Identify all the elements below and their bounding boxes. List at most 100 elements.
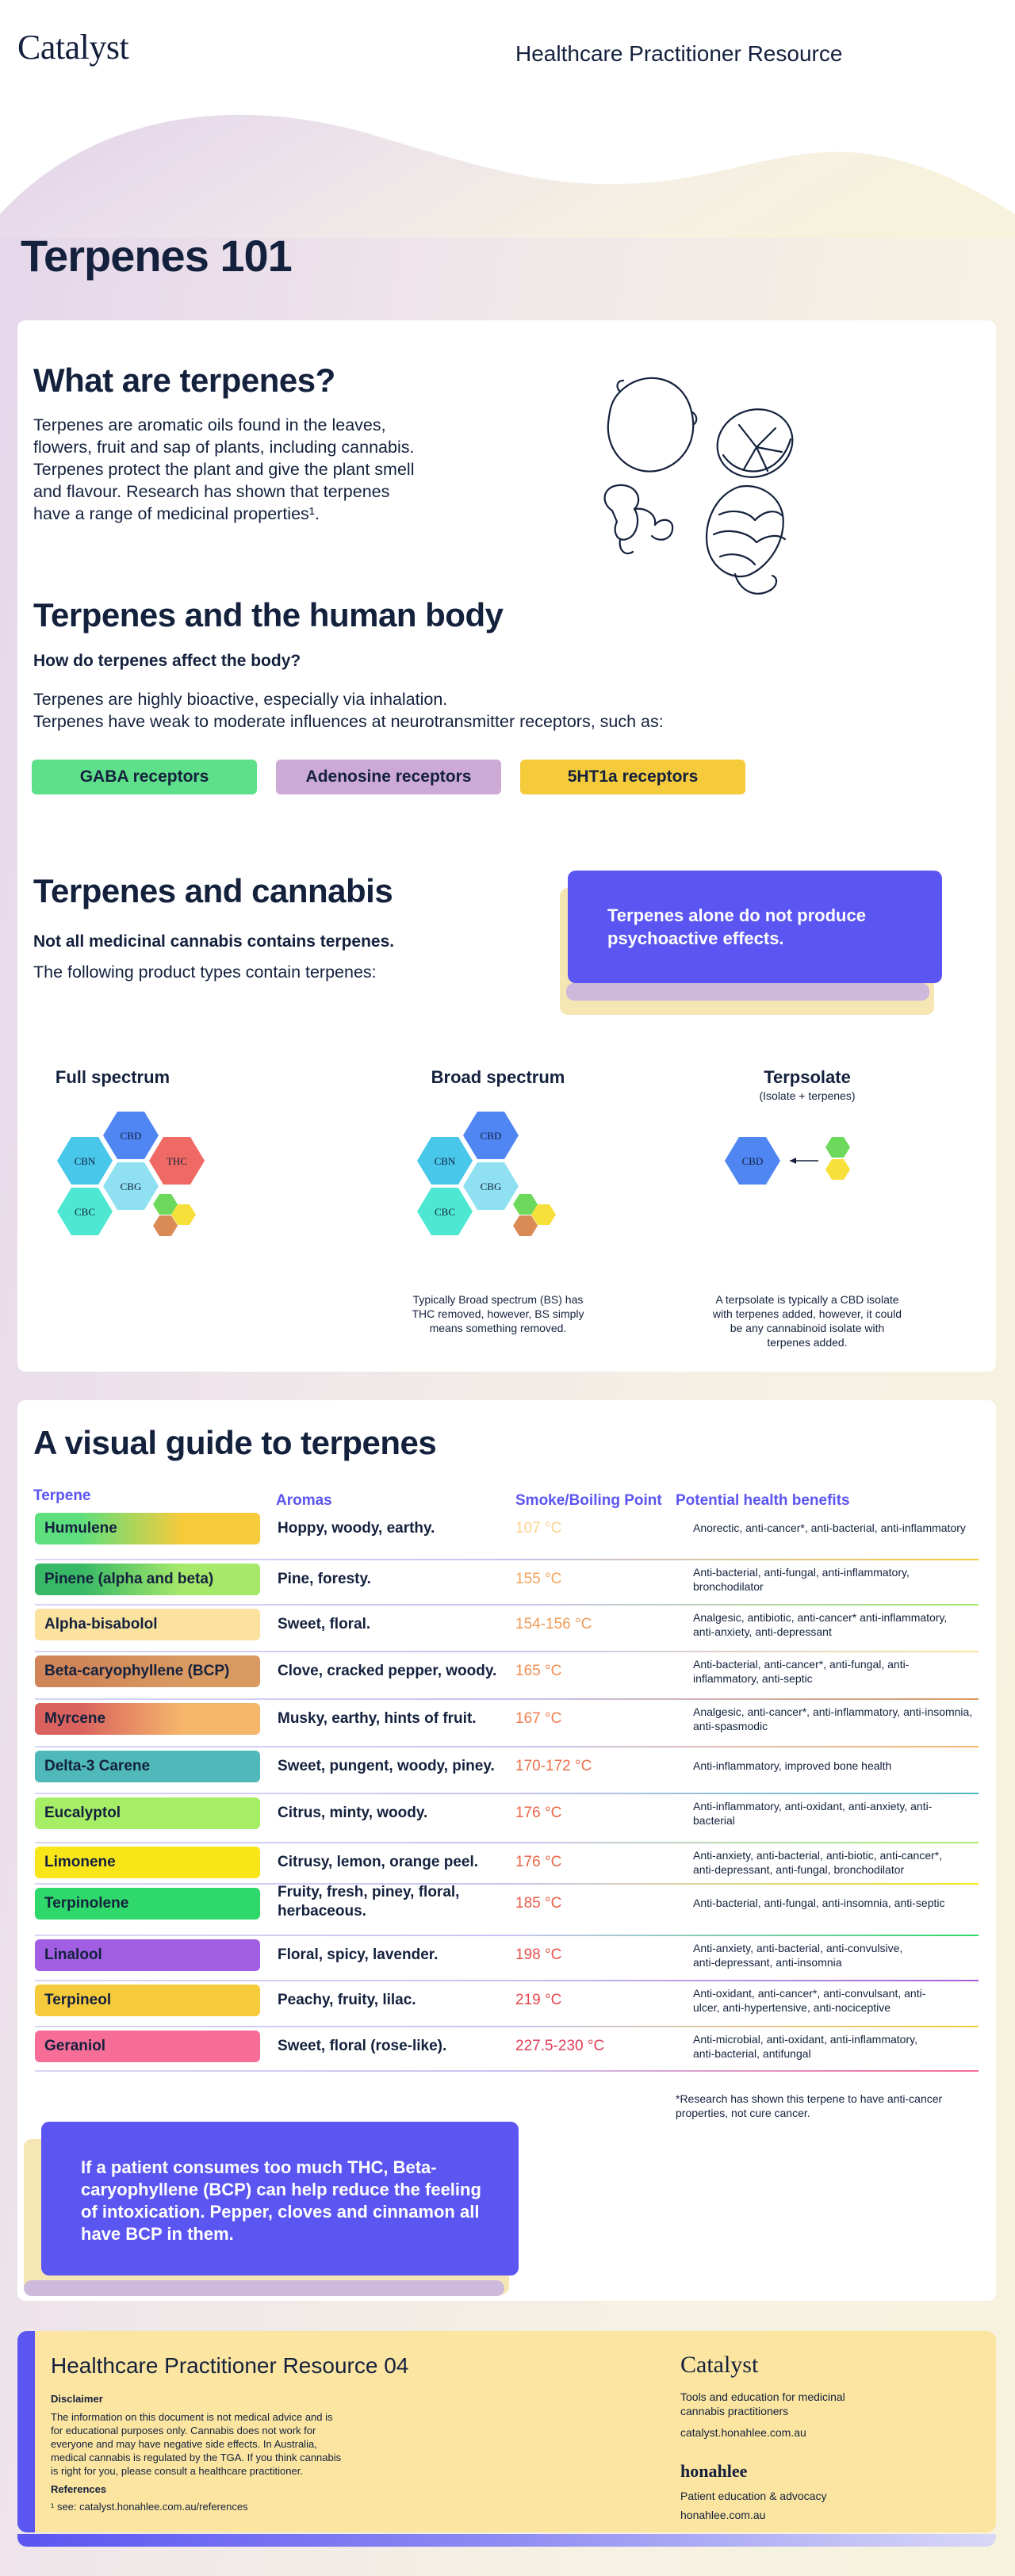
note-line: terpenes added.	[767, 1336, 848, 1349]
row-divider	[35, 1842, 979, 1843]
benefit-line: Anti-anxiety, anti-bacterial, anti-convu…	[693, 1942, 903, 1954]
row-divider	[35, 1698, 979, 1700]
intro-card: What are terpenes? Terpenes are aromatic…	[17, 320, 996, 1372]
full-spectrum-diagram: CBD CBN THC CBG CBC	[57, 1112, 205, 1236]
hex-thc	[149, 1137, 205, 1185]
footer-catalyst-logo[interactable]: Catalyst	[680, 2352, 759, 2378]
benefit-line: Anti-inflammatory, improved bone health	[693, 1759, 892, 1772]
product-terpsolate-title: Terpsolate	[764, 1067, 851, 1087]
table-row: Myrcene Musky, earthy, hints of fruit. 167…	[35, 1703, 979, 1747]
brand-logo[interactable]: Catalyst	[17, 28, 129, 67]
terpene-name: Beta-caryophyllene (BCP)	[35, 1655, 260, 1687]
terpene-name: Eucalyptol	[35, 1797, 260, 1829]
row-divider	[35, 1651, 979, 1652]
benefit-line: Analgesic, antibiotic, anti-cancer* anti…	[693, 1611, 948, 1624]
terpene-aroma: Pine, foresty.	[278, 1570, 371, 1589]
benefit-line: Anti-oxidant, anti-cancer*, anti-convuls…	[693, 1987, 926, 2000]
terpene-name: Geraniol	[35, 2031, 260, 2062]
callout-line: have BCP in them.	[81, 2224, 234, 2244]
aroma-line: herbaceous.	[278, 1903, 366, 1920]
row-divider	[35, 2070, 979, 2072]
catalyst-url[interactable]: catalyst.honahlee.com.au	[680, 2426, 806, 2439]
broad-spectrum-note: Typically Broad spectrum (BS) has THC re…	[387, 1292, 609, 1335]
terpene-name: Humulene	[35, 1513, 260, 1544]
body-line: Terpenes are highly bioactive, especiall…	[33, 690, 448, 709]
disclaimer-line: is right for you, please consult a healt…	[51, 2465, 303, 2477]
terpene-name: Alpha-bisabolol	[35, 1609, 260, 1640]
callout-line: psychoactive effects.	[607, 928, 784, 948]
disclaimer-line: for educational purposes only. Cannabis …	[51, 2425, 316, 2436]
column-header-terpene: Terpene	[33, 1487, 91, 1504]
benefit-line: Anti-bacterial, anti-fungal, anti-inflam…	[693, 1566, 910, 1579]
hex-label-cbc: CBC	[435, 1206, 455, 1218]
disclaimer-line: medical cannabis is regulated by the TGA…	[51, 2452, 342, 2463]
what-paragraph: Terpenes are aromatic oils found in the …	[33, 414, 414, 525]
hex-cbc	[417, 1188, 473, 1235]
benefit-line: ulcer, anti-hypertensive, anti-nocicepti…	[693, 2001, 891, 2014]
terpene-benefits: Anti-oxidant, anti-cancer*, anti-convuls…	[693, 1986, 994, 2015]
hex-cbd	[725, 1137, 780, 1185]
note-line: with terpenes added, however, it could	[712, 1307, 902, 1320]
cannabis-heading: Terpenes and cannabis	[33, 872, 393, 909]
terpene-boiling-point: 198 °C	[515, 1946, 562, 1963]
footer-gradient-strip	[17, 2534, 996, 2547]
aroma-line: Sweet, pungent, woody, piney.	[278, 1758, 495, 1774]
benefit-line: anti-depressant, anti-insomnia	[693, 1956, 842, 1969]
broad-spectrum-diagram: CBD CBN CBG CBC	[417, 1112, 556, 1236]
honahlee-logo[interactable]: honahlee	[680, 2461, 748, 2481]
reference-link[interactable]: ¹ see: catalyst.honahlee.com.au/referenc…	[51, 2501, 248, 2513]
terpene-benefits: Anti-anxiety, anti-bacterial, anti-bioti…	[693, 1848, 994, 1877]
note-line: A terpsolate is typically a CBD isolate	[715, 1293, 899, 1306]
receptor-adenosine: Adenosine receptors	[276, 760, 501, 794]
callout-line: Terpenes alone do not produce	[607, 905, 866, 925]
what-line: have a range of medicinal properties¹.	[33, 504, 320, 523]
table-row: Delta-3 Carene Sweet, pungent, woody, pin…	[35, 1751, 979, 1795]
terpene-boiling-point: 176 °C	[515, 1805, 562, 1821]
cannabis-line: The following product types contain terp…	[33, 963, 377, 982]
terpene-name: Delta-3 Carene	[35, 1751, 260, 1782]
bcp-callout-shadow-accent	[24, 2280, 504, 2296]
aroma-line: Sweet, floral.	[278, 1616, 371, 1632]
hex-cbn	[417, 1137, 473, 1185]
body-line: Terpenes have weak to moderate influence…	[33, 712, 664, 731]
product-terpsolate-subtitle: (Isolate + terpenes)	[759, 1089, 856, 1102]
terpene-benefits: Analgesic, antibiotic, anti-cancer* anti…	[693, 1610, 994, 1639]
hex-cbd	[463, 1112, 519, 1159]
disclaimer-text: The information on this document is not …	[51, 2410, 341, 2478]
arrow-head-icon	[790, 1158, 796, 1164]
wave-divider	[0, 114, 1015, 238]
what-line: and flavour. Research has shown that ter…	[33, 482, 390, 501]
row-divider	[35, 1980, 979, 1981]
row-divider	[35, 1935, 979, 1936]
hex-terpene-1	[513, 1194, 538, 1215]
benefit-line: Anti-inflammatory, anti-oxidant, anti-an…	[693, 1800, 933, 1812]
table-row: Terpineol Peachy, fruity, lilac. 219 °C Ant…	[35, 1985, 979, 2029]
terpene-benefits: Anti-inflammatory, anti-oxidant, anti-an…	[693, 1799, 994, 1828]
footnote-line: properties, not cure cancer.	[676, 2107, 810, 2119]
aroma-line: Peachy, fruity, lilac.	[278, 1992, 416, 2008]
terpsolate-note: A terpsolate is typically a CBD isolate …	[688, 1292, 926, 1349]
benefit-line: Analgesic, anti-cancer*, anti-inflammato…	[693, 1705, 973, 1718]
terpene-benefits: Anorectic, anti-cancer*, anti-bacterial,…	[693, 1521, 994, 1535]
footer-card: Healthcare Practitioner Resource 04 Disc…	[17, 2331, 996, 2532]
guide-heading: A visual guide to terpenes	[33, 1424, 437, 1461]
aroma-line: Clove, cracked pepper, woody.	[278, 1663, 497, 1679]
hex-terpene-3	[153, 1215, 178, 1236]
terpene-boiling-point: 170-172 °C	[515, 1758, 592, 1774]
benefit-line: bronchodilator	[693, 1580, 764, 1593]
hex-label-cbn: CBN	[435, 1155, 456, 1167]
receptor-5ht1a: 5HT1a receptors	[520, 760, 745, 794]
hex-cbg	[463, 1162, 519, 1210]
note-line: Typically Broad spectrum (BS) has	[412, 1293, 584, 1306]
honahlee-url[interactable]: honahlee.com.au	[680, 2509, 766, 2521]
hex-cbd	[103, 1112, 159, 1159]
aroma-line: Fruity, fresh, piney, floral,	[278, 1884, 460, 1900]
terpene-boiling-point: 165 °C	[515, 1663, 562, 1679]
aroma-line: Sweet, floral (rose-like).	[278, 2038, 447, 2054]
terpene-aroma: Fruity, fresh, piney, floral, herbaceous.	[278, 1883, 459, 1921]
terpene-aroma: Peachy, fruity, lilac.	[278, 1991, 416, 2010]
callout-shadow-accent	[566, 983, 929, 1001]
table-row: Eucalyptol Citrus, minty, woody. 176 °C Ant…	[35, 1797, 979, 1843]
benefit-line: Anti-anxiety, anti-bacterial, anti-bioti…	[693, 1849, 943, 1862]
terpene-aroma: Musky, earthy, hints of fruit.	[278, 1709, 477, 1728]
